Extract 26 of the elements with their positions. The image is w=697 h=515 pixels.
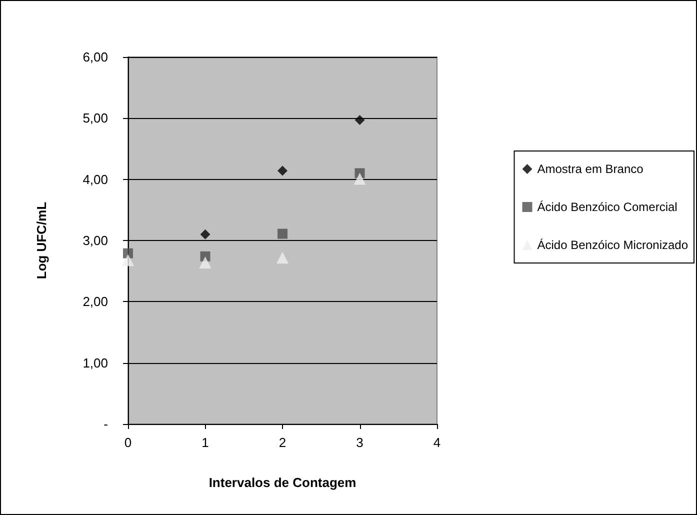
legend-label: Ácido Benzóico Micronizado — [537, 238, 688, 252]
point — [122, 254, 134, 266]
x-axis-title: Intervalos de Contagem — [208, 475, 356, 490]
point — [200, 229, 210, 240]
legend-label: Ácido Benzóico Comercial — [537, 200, 678, 214]
x-tick-label: 1 — [202, 435, 209, 450]
point — [278, 228, 288, 239]
y-tick-label: 1,00 — [82, 355, 108, 370]
y-tick-label: - — [104, 416, 108, 432]
point — [276, 252, 288, 264]
y-tick-label: 3,00 — [82, 233, 108, 248]
y-tick-label: 2,00 — [82, 294, 108, 310]
y-tick-label: 5,00 — [82, 110, 108, 126]
point — [354, 115, 365, 125]
legend-label: Amostra em Branco — [537, 162, 644, 176]
point — [123, 248, 133, 258]
y-axis-title: Log UFC/mL — [34, 202, 49, 280]
point — [354, 172, 366, 185]
x-tick-label: 3 — [356, 435, 364, 450]
x-tick-label: 0 — [124, 435, 132, 450]
y-tick-label: 6,00 — [82, 50, 108, 64]
x-tick-label: 4 — [433, 435, 441, 450]
x-tick-label: 2 — [278, 435, 286, 450]
point — [199, 256, 212, 269]
y-tick-label: 4,00 — [82, 172, 108, 187]
point — [278, 166, 288, 176]
